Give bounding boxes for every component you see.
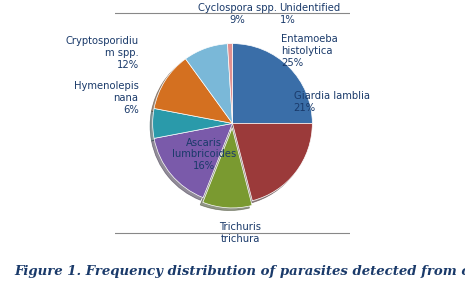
Text: Entamoeba
histolytica
25%: Entamoeba histolytica 25% — [281, 35, 338, 68]
Wedge shape — [153, 108, 232, 138]
Text: Hymenolepis
nana
6%: Hymenolepis nana 6% — [74, 82, 139, 115]
Wedge shape — [232, 123, 312, 201]
Wedge shape — [154, 59, 232, 123]
Text: Ascaris
lumbricoides
16%: Ascaris lumbricoides 16% — [172, 138, 236, 171]
Wedge shape — [186, 44, 232, 123]
Text: Trichuris
trichura: Trichuris trichura — [219, 222, 261, 244]
Wedge shape — [232, 44, 312, 123]
Wedge shape — [154, 123, 232, 198]
Wedge shape — [227, 44, 232, 123]
Wedge shape — [203, 128, 252, 208]
Text: Unidentified
1%: Unidentified 1% — [279, 3, 341, 25]
Text: Cryptosporidiu
m spp.
12%: Cryptosporidiu m spp. 12% — [66, 36, 139, 70]
Text: Giardia lamblia
21%: Giardia lamblia 21% — [293, 91, 370, 113]
Text: Figure 1. Frequency distribution of parasites detected from children.: Figure 1. Frequency distribution of para… — [14, 265, 465, 278]
Text: Cyclospora spp.
9%: Cyclospora spp. 9% — [198, 3, 277, 25]
